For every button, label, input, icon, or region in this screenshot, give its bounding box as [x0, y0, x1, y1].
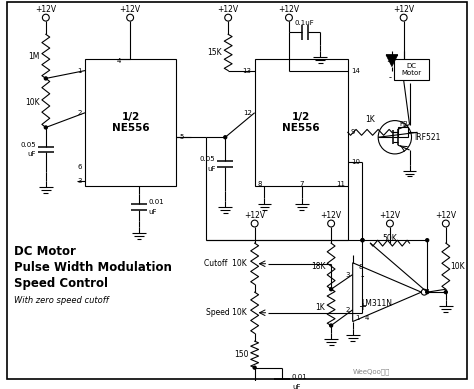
Text: uF: uF	[292, 384, 301, 389]
Text: +12V: +12V	[393, 5, 414, 14]
Text: 6: 6	[78, 164, 82, 170]
Polygon shape	[353, 263, 421, 322]
Text: 14: 14	[351, 68, 360, 74]
Text: 7: 7	[424, 289, 429, 295]
Circle shape	[329, 288, 333, 291]
Text: 10: 10	[351, 159, 360, 165]
Text: 4: 4	[364, 315, 369, 321]
Text: 4: 4	[117, 58, 121, 64]
Text: +12V: +12V	[35, 5, 56, 14]
Circle shape	[361, 239, 364, 242]
Circle shape	[45, 77, 47, 80]
Circle shape	[426, 291, 428, 294]
Bar	[398, 128, 408, 137]
Text: uF: uF	[149, 209, 157, 215]
Text: +12V: +12V	[244, 211, 265, 220]
Text: +12V: +12V	[278, 5, 300, 14]
Text: +12V: +12V	[379, 211, 401, 220]
Text: DC
Motor: DC Motor	[401, 63, 421, 76]
Circle shape	[45, 126, 47, 129]
Text: 10K: 10K	[450, 262, 465, 271]
Text: 7: 7	[300, 181, 304, 187]
Text: 0.05: 0.05	[20, 142, 36, 147]
Text: DC Motor
Pulse Width Modulation
Speed Control: DC Motor Pulse Width Modulation Speed Co…	[14, 245, 173, 290]
Polygon shape	[386, 55, 398, 67]
Circle shape	[329, 324, 333, 327]
Text: 10K: 10K	[25, 98, 40, 107]
Circle shape	[444, 291, 447, 294]
Text: 3: 3	[78, 179, 82, 184]
Text: IRF521: IRF521	[414, 133, 441, 142]
Text: Cutoff  10K: Cutoff 10K	[204, 259, 247, 268]
Text: 1K: 1K	[316, 303, 325, 312]
Circle shape	[224, 136, 227, 139]
Text: 0.05: 0.05	[200, 156, 215, 162]
Text: 9: 9	[351, 130, 355, 135]
Text: 50K: 50K	[383, 234, 397, 243]
Text: 0.01: 0.01	[149, 200, 164, 205]
Text: 18K: 18K	[311, 262, 325, 271]
Text: 1/2
NE556: 1/2 NE556	[283, 112, 320, 133]
Bar	[255, 59, 348, 186]
Text: 1/2
NE556: 1/2 NE556	[112, 112, 149, 133]
Text: -: -	[389, 73, 392, 82]
Text: +12V: +12V	[320, 211, 342, 220]
Circle shape	[361, 239, 364, 242]
Text: 2: 2	[346, 307, 350, 313]
Text: 0.01: 0.01	[292, 375, 308, 380]
Text: FB: FB	[399, 121, 408, 126]
Text: +: +	[358, 302, 366, 312]
Text: With zero speed cutoff: With zero speed cutoff	[14, 296, 109, 305]
Text: 8: 8	[358, 264, 363, 270]
Text: +: +	[386, 57, 393, 66]
Text: 8: 8	[257, 181, 262, 187]
Text: 2: 2	[78, 110, 82, 116]
Text: +12V: +12V	[435, 211, 456, 220]
Text: 15K: 15K	[208, 48, 222, 57]
Circle shape	[253, 366, 256, 369]
Text: 5: 5	[179, 134, 183, 140]
Text: 0.1uF: 0.1uF	[295, 19, 315, 26]
Text: Speed 10K: Speed 10K	[206, 308, 247, 317]
Text: -: -	[361, 272, 364, 282]
Text: 1M: 1M	[28, 52, 40, 61]
Bar	[85, 59, 176, 186]
Text: 13: 13	[243, 68, 252, 74]
Text: +12V: +12V	[218, 5, 239, 14]
Text: WeeQoo库库: WeeQoo库库	[353, 368, 390, 375]
Text: 1: 1	[356, 315, 360, 321]
Circle shape	[426, 239, 428, 242]
Text: 3: 3	[345, 272, 350, 277]
Bar	[394, 59, 429, 81]
Text: uF: uF	[27, 151, 36, 158]
Text: +12V: +12V	[119, 5, 141, 14]
Text: LM311N: LM311N	[362, 300, 392, 308]
Text: 150: 150	[234, 350, 249, 359]
Text: 12: 12	[243, 110, 252, 116]
Text: 1: 1	[78, 68, 82, 74]
Text: 1K: 1K	[365, 115, 375, 124]
Text: 11: 11	[336, 181, 345, 187]
Text: uF: uF	[207, 166, 215, 172]
